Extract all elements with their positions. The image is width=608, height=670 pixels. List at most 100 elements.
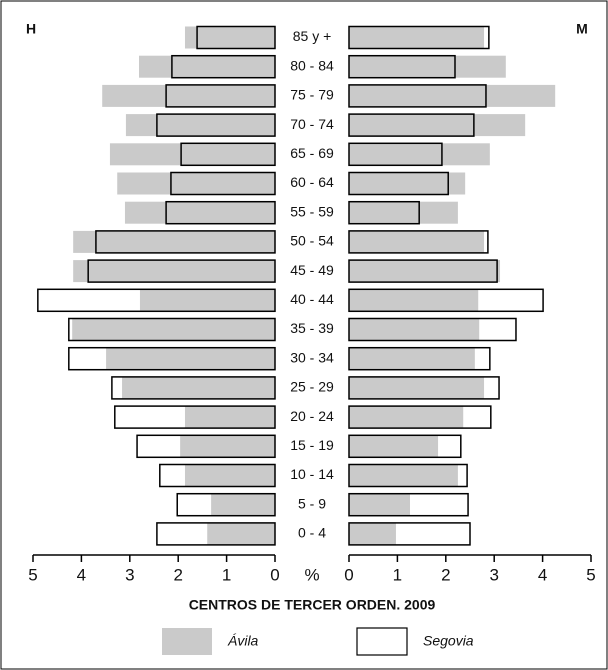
bar [349, 435, 439, 458]
bar [184, 464, 275, 487]
bar [349, 522, 396, 545]
bar [106, 347, 275, 370]
category-label: 40 - 44 [290, 291, 334, 307]
bar-outline [348, 25, 490, 50]
bar [125, 114, 275, 137]
bar [349, 493, 410, 516]
category-label: 50 - 54 [290, 233, 334, 249]
bar-outline [348, 230, 489, 254]
x-tick-label: 1 [393, 565, 402, 584]
bar [349, 172, 466, 195]
bar [73, 230, 275, 253]
x-tick-label: 2 [441, 565, 450, 584]
bar [109, 143, 276, 166]
bar-outline [156, 113, 276, 137]
x-tick-label: 4 [77, 565, 86, 584]
bar [349, 260, 501, 283]
bar-outline [348, 142, 443, 167]
bar-outline [348, 434, 462, 459]
category-label: 15 - 19 [290, 437, 334, 453]
chart-title: CENTROS DE TERCER ORDEN. 2009 [189, 597, 436, 613]
category-label: 35 - 39 [290, 320, 334, 336]
bar [349, 230, 485, 253]
bar-outline [196, 25, 276, 50]
bar [73, 260, 275, 283]
bar-outline [348, 288, 544, 313]
bar [349, 406, 464, 429]
bar-outline [348, 317, 517, 342]
left-label: H [26, 21, 36, 37]
bar-outline [136, 434, 276, 459]
bar-outline [165, 84, 276, 108]
bar-outline [87, 259, 276, 283]
bar-outline [348, 259, 498, 283]
bar-outline [348, 84, 487, 108]
bar [124, 201, 276, 224]
bar [349, 26, 485, 49]
category-label: 80 - 84 [290, 57, 334, 73]
bar [349, 143, 490, 166]
bar [349, 84, 556, 107]
category-label: 10 - 14 [290, 466, 334, 482]
bar-outline [348, 405, 492, 429]
category-label: 20 - 24 [290, 408, 334, 424]
x-tick-label: 5 [586, 565, 595, 584]
bar-outline [111, 376, 276, 400]
bar [349, 289, 479, 312]
x-tick-label: 4 [538, 565, 547, 584]
category-label: 85 y + [293, 28, 332, 44]
legend-swatch [162, 628, 212, 655]
bar [349, 376, 485, 399]
bar-outline [37, 288, 276, 313]
bar-outline [348, 200, 420, 225]
x-tick-label: 5 [28, 565, 37, 584]
bar [184, 26, 275, 49]
category-label: 60 - 64 [290, 174, 334, 190]
bar [349, 55, 506, 78]
bar [207, 522, 275, 545]
category-label: 0 - 4 [298, 525, 326, 541]
bar [184, 406, 275, 429]
bar-outline [348, 113, 475, 137]
bar-outline [68, 346, 276, 371]
x-tick-label: 2 [173, 565, 182, 584]
bar [349, 347, 475, 370]
bar [102, 84, 275, 107]
bar-outline [170, 171, 276, 196]
bar-outline [156, 522, 276, 546]
bar-outline [176, 492, 276, 517]
bar [122, 376, 275, 399]
bar [349, 201, 458, 224]
bar [139, 289, 275, 312]
category-label: 25 - 29 [290, 379, 334, 395]
bar-outline [95, 230, 276, 254]
bar [349, 318, 480, 341]
bar-outline [180, 142, 276, 167]
x-tick-label: 3 [125, 565, 134, 584]
bar-outline [171, 54, 276, 79]
x-tick-label: 3 [489, 565, 498, 584]
category-label: 70 - 74 [290, 116, 334, 132]
bar [211, 493, 275, 516]
right-label: M [576, 21, 588, 37]
category-label: 30 - 34 [290, 349, 334, 365]
bar-outline [348, 171, 449, 196]
bar-outline [68, 317, 276, 342]
bar-outline [348, 492, 469, 517]
category-label: 75 - 79 [290, 87, 334, 103]
bar-outline [114, 405, 276, 429]
category-label: 5 - 9 [298, 495, 326, 511]
bar [138, 55, 275, 78]
category-label: 55 - 59 [290, 203, 334, 219]
legend-swatch [356, 627, 408, 656]
bar [349, 464, 458, 487]
bar [349, 114, 526, 137]
legend-label: Segovia [423, 633, 474, 649]
axis-label: % [304, 565, 319, 584]
bar-outline [348, 463, 468, 488]
category-label: 65 - 69 [290, 145, 334, 161]
x-tick-label: 0 [344, 565, 353, 584]
bar [117, 172, 275, 195]
bar-outline [159, 463, 276, 488]
